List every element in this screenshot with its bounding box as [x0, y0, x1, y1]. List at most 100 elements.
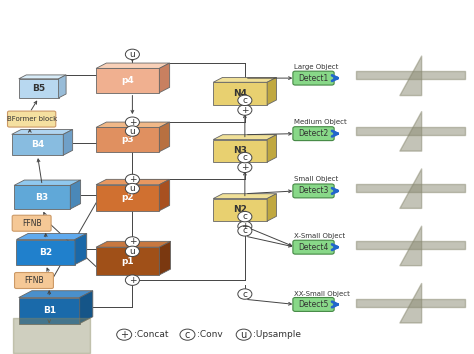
Text: u: u: [129, 126, 135, 136]
FancyBboxPatch shape: [293, 240, 334, 254]
Circle shape: [238, 221, 252, 232]
Polygon shape: [96, 127, 159, 152]
Circle shape: [117, 329, 132, 340]
Text: +: +: [120, 330, 128, 339]
Text: +: +: [128, 118, 136, 127]
Text: Large Object: Large Object: [294, 64, 338, 70]
Polygon shape: [17, 234, 87, 240]
Text: u: u: [241, 330, 247, 339]
Text: B1: B1: [43, 306, 56, 315]
Circle shape: [238, 289, 252, 299]
Polygon shape: [80, 291, 93, 324]
Circle shape: [238, 211, 252, 222]
Text: p3: p3: [121, 135, 134, 144]
Circle shape: [180, 329, 195, 340]
Polygon shape: [267, 194, 276, 221]
Polygon shape: [267, 135, 276, 162]
Polygon shape: [159, 241, 171, 275]
Text: c: c: [242, 96, 247, 105]
Polygon shape: [96, 241, 171, 247]
Circle shape: [125, 117, 139, 127]
Polygon shape: [96, 179, 170, 185]
Text: Detect4: Detect4: [298, 243, 328, 252]
Polygon shape: [17, 240, 75, 264]
Polygon shape: [12, 130, 73, 135]
FancyBboxPatch shape: [8, 111, 56, 127]
Circle shape: [238, 153, 252, 163]
Polygon shape: [213, 82, 267, 105]
Circle shape: [238, 95, 252, 105]
Polygon shape: [213, 139, 267, 162]
Polygon shape: [63, 130, 73, 155]
Polygon shape: [96, 247, 159, 275]
Text: N2: N2: [233, 205, 247, 215]
Circle shape: [125, 246, 139, 257]
Text: :Concat: :Concat: [134, 330, 168, 339]
Polygon shape: [213, 78, 276, 82]
Polygon shape: [75, 234, 87, 264]
Polygon shape: [70, 180, 81, 209]
Text: p1: p1: [121, 257, 134, 266]
Text: BFormer block: BFormer block: [7, 116, 57, 122]
Polygon shape: [96, 63, 170, 68]
Polygon shape: [96, 185, 159, 211]
Text: :Upsample: :Upsample: [253, 330, 301, 339]
Text: c: c: [185, 330, 190, 339]
Polygon shape: [159, 122, 170, 152]
Text: c: c: [242, 226, 247, 235]
Polygon shape: [96, 68, 159, 93]
Circle shape: [125, 126, 139, 136]
Polygon shape: [96, 122, 170, 127]
Polygon shape: [213, 135, 276, 139]
Text: XX-Small Object: XX-Small Object: [294, 291, 350, 297]
Text: Small Object: Small Object: [294, 177, 338, 182]
Text: Medium Object: Medium Object: [294, 119, 347, 125]
Polygon shape: [14, 180, 81, 185]
Circle shape: [236, 329, 251, 340]
Polygon shape: [19, 79, 59, 98]
Circle shape: [238, 105, 252, 115]
Polygon shape: [19, 75, 66, 79]
FancyBboxPatch shape: [293, 71, 334, 85]
Text: X-Small Object: X-Small Object: [294, 233, 346, 239]
Circle shape: [125, 275, 139, 285]
Text: p2: p2: [121, 193, 134, 202]
Text: Detect2: Detect2: [299, 129, 328, 138]
Text: c: c: [242, 153, 247, 162]
Text: u: u: [129, 247, 135, 256]
Text: u: u: [129, 184, 135, 193]
Polygon shape: [59, 75, 66, 98]
Text: Detect3: Detect3: [298, 187, 328, 195]
Text: +: +: [241, 222, 248, 231]
Circle shape: [125, 183, 139, 194]
Text: p4: p4: [121, 76, 134, 85]
Text: B4: B4: [31, 140, 44, 149]
Text: Detect1: Detect1: [299, 74, 328, 82]
Text: B3: B3: [36, 193, 49, 202]
Text: FFNB: FFNB: [22, 219, 41, 228]
Circle shape: [125, 174, 139, 185]
Polygon shape: [213, 194, 276, 199]
Polygon shape: [14, 185, 70, 209]
FancyBboxPatch shape: [293, 297, 334, 312]
Circle shape: [125, 237, 139, 247]
Text: +: +: [128, 276, 136, 285]
Text: c: c: [242, 212, 247, 221]
Text: +: +: [128, 238, 136, 246]
Text: Detect5: Detect5: [298, 300, 328, 309]
Polygon shape: [159, 63, 170, 93]
Circle shape: [238, 162, 252, 172]
Text: u: u: [129, 50, 135, 59]
Polygon shape: [12, 135, 63, 155]
FancyBboxPatch shape: [12, 215, 51, 231]
Polygon shape: [267, 78, 276, 105]
Polygon shape: [213, 199, 267, 221]
FancyBboxPatch shape: [293, 184, 334, 198]
Text: +: +: [241, 105, 248, 115]
Circle shape: [125, 49, 139, 59]
Polygon shape: [19, 297, 80, 324]
Polygon shape: [159, 179, 170, 211]
Text: N3: N3: [233, 146, 247, 155]
Text: B5: B5: [32, 84, 45, 93]
Text: +: +: [128, 175, 136, 184]
